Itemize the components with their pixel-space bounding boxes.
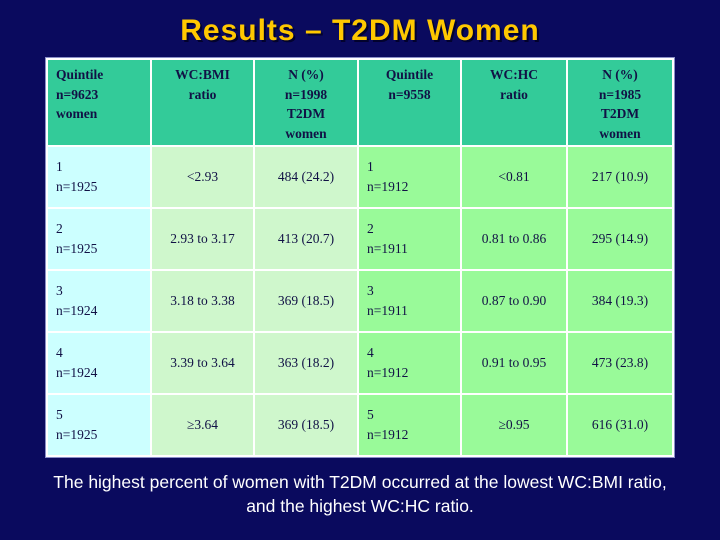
hc-n-cell: 616 (31.0): [568, 395, 672, 455]
hc-ratio-cell: 0.87 to 0.90: [462, 271, 566, 331]
quintile-hc-cell: 1 n=1912: [359, 147, 460, 207]
hc-n-cell: 384 (19.3): [568, 271, 672, 331]
quintile-bmi-cell: 3 n=1924: [48, 271, 150, 331]
quintile-hc-cell: 2 n=1911: [359, 209, 460, 269]
slide-title: Results – T2DM Women: [180, 14, 540, 47]
header-n-pct-bmi: N (%) n=1998 T2DM women: [255, 60, 357, 145]
quintile-bmi-cell: 5 n=1925: [48, 395, 150, 455]
quintile-hc-cell: 4 n=1912: [359, 333, 460, 393]
header-quintile-bmi: Quintile n=9623 women: [48, 60, 150, 145]
quintile-hc-cell: 3 n=1911: [359, 271, 460, 331]
table-row: 5 n=1925 ≥3.64 369 (18.5) 5 n=1912 ≥0.95…: [48, 395, 672, 455]
bmi-n-cell: 369 (18.5): [255, 395, 357, 455]
quintile-bmi-cell: 1 n=1925: [48, 147, 150, 207]
hc-ratio-cell: 0.81 to 0.86: [462, 209, 566, 269]
results-table: Quintile n=9623 women WC:BMI ratio N (%)…: [45, 57, 675, 458]
header-quintile-hc: Quintile n=9558: [359, 60, 460, 145]
bmi-ratio-cell: ≥3.64: [152, 395, 253, 455]
bmi-ratio-cell: 3.18 to 3.38: [152, 271, 253, 331]
hc-n-cell: 473 (23.8): [568, 333, 672, 393]
bmi-n-cell: 369 (18.5): [255, 271, 357, 331]
header-wc-hc-ratio: WC:HC ratio: [462, 60, 566, 145]
header-wc-bmi-ratio: WC:BMI ratio: [152, 60, 253, 145]
table-row: 3 n=1924 3.18 to 3.38 369 (18.5) 3 n=191…: [48, 271, 672, 331]
bmi-ratio-cell: <2.93: [152, 147, 253, 207]
hc-n-cell: 217 (10.9): [568, 147, 672, 207]
hc-n-cell: 295 (14.9): [568, 209, 672, 269]
hc-ratio-cell: 0.91 to 0.95: [462, 333, 566, 393]
header-n-pct-hc: N (%) n=1985 T2DM women: [568, 60, 672, 145]
bmi-n-cell: 363 (18.2): [255, 333, 357, 393]
bmi-ratio-cell: 3.39 to 3.64: [152, 333, 253, 393]
bmi-ratio-cell: 2.93 to 3.17: [152, 209, 253, 269]
bmi-n-cell: 413 (20.7): [255, 209, 357, 269]
hc-ratio-cell: ≥0.95: [462, 395, 566, 455]
quintile-hc-cell: 5 n=1912: [359, 395, 460, 455]
quintile-bmi-cell: 4 n=1924: [48, 333, 150, 393]
table-row: 2 n=1925 2.93 to 3.17 413 (20.7) 2 n=191…: [48, 209, 672, 269]
bmi-n-cell: 484 (24.2): [255, 147, 357, 207]
slide-caption: The highest percent of women with T2DM o…: [53, 472, 667, 516]
table-row: 4 n=1924 3.39 to 3.64 363 (18.2) 4 n=191…: [48, 333, 672, 393]
quintile-bmi-cell: 2 n=1925: [48, 209, 150, 269]
table-row: 1 n=1925 <2.93 484 (24.2) 1 n=1912 <0.81…: [48, 147, 672, 207]
header-row: Quintile n=9623 women WC:BMI ratio N (%)…: [48, 60, 672, 145]
hc-ratio-cell: <0.81: [462, 147, 566, 207]
